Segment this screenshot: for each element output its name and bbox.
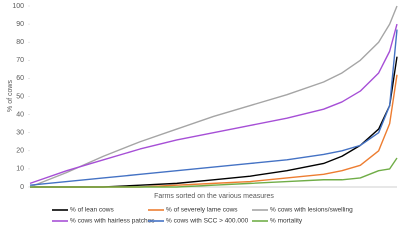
- legend-label: % of severely lame cows: [166, 207, 238, 214]
- series-line: [29, 23, 398, 185]
- legend-label: % cows with lesions/swelling: [270, 207, 353, 214]
- y-tick-label: 80: [16, 39, 24, 46]
- y-tick-label: 0: [20, 184, 24, 191]
- y-tick-label: 40: [16, 111, 24, 118]
- series-line: [30, 74, 398, 188]
- y-tick-label: 50: [16, 93, 24, 100]
- legend-label: % mortality: [270, 218, 303, 225]
- chart: % of cows Farms sorted on the various me…: [7, 3, 398, 225]
- series-line: [30, 157, 398, 188]
- legend: % of lean cows % of severely lame cows % c…: [52, 207, 353, 225]
- y-tick-label: 30: [16, 130, 24, 137]
- series-line: [29, 5, 398, 188]
- y-axis-label: % of cows: [7, 80, 14, 112]
- y-tick-label: 70: [16, 57, 24, 64]
- legend-label: % of lean cows: [70, 207, 114, 214]
- y-tick-label: 90: [16, 21, 24, 28]
- legend-label: % cows with hairless patches: [70, 218, 155, 225]
- y-tick-label: 20: [16, 148, 24, 155]
- legend-label: % cows with SCC > 400.000: [166, 218, 249, 225]
- series-line: [29, 29, 398, 186]
- y-tick-label: 100: [12, 3, 24, 10]
- x-axis-label: Farms sorted on the various measures: [154, 193, 274, 200]
- y-tick-label: 60: [16, 75, 24, 82]
- y-tick-label: 10: [16, 166, 24, 173]
